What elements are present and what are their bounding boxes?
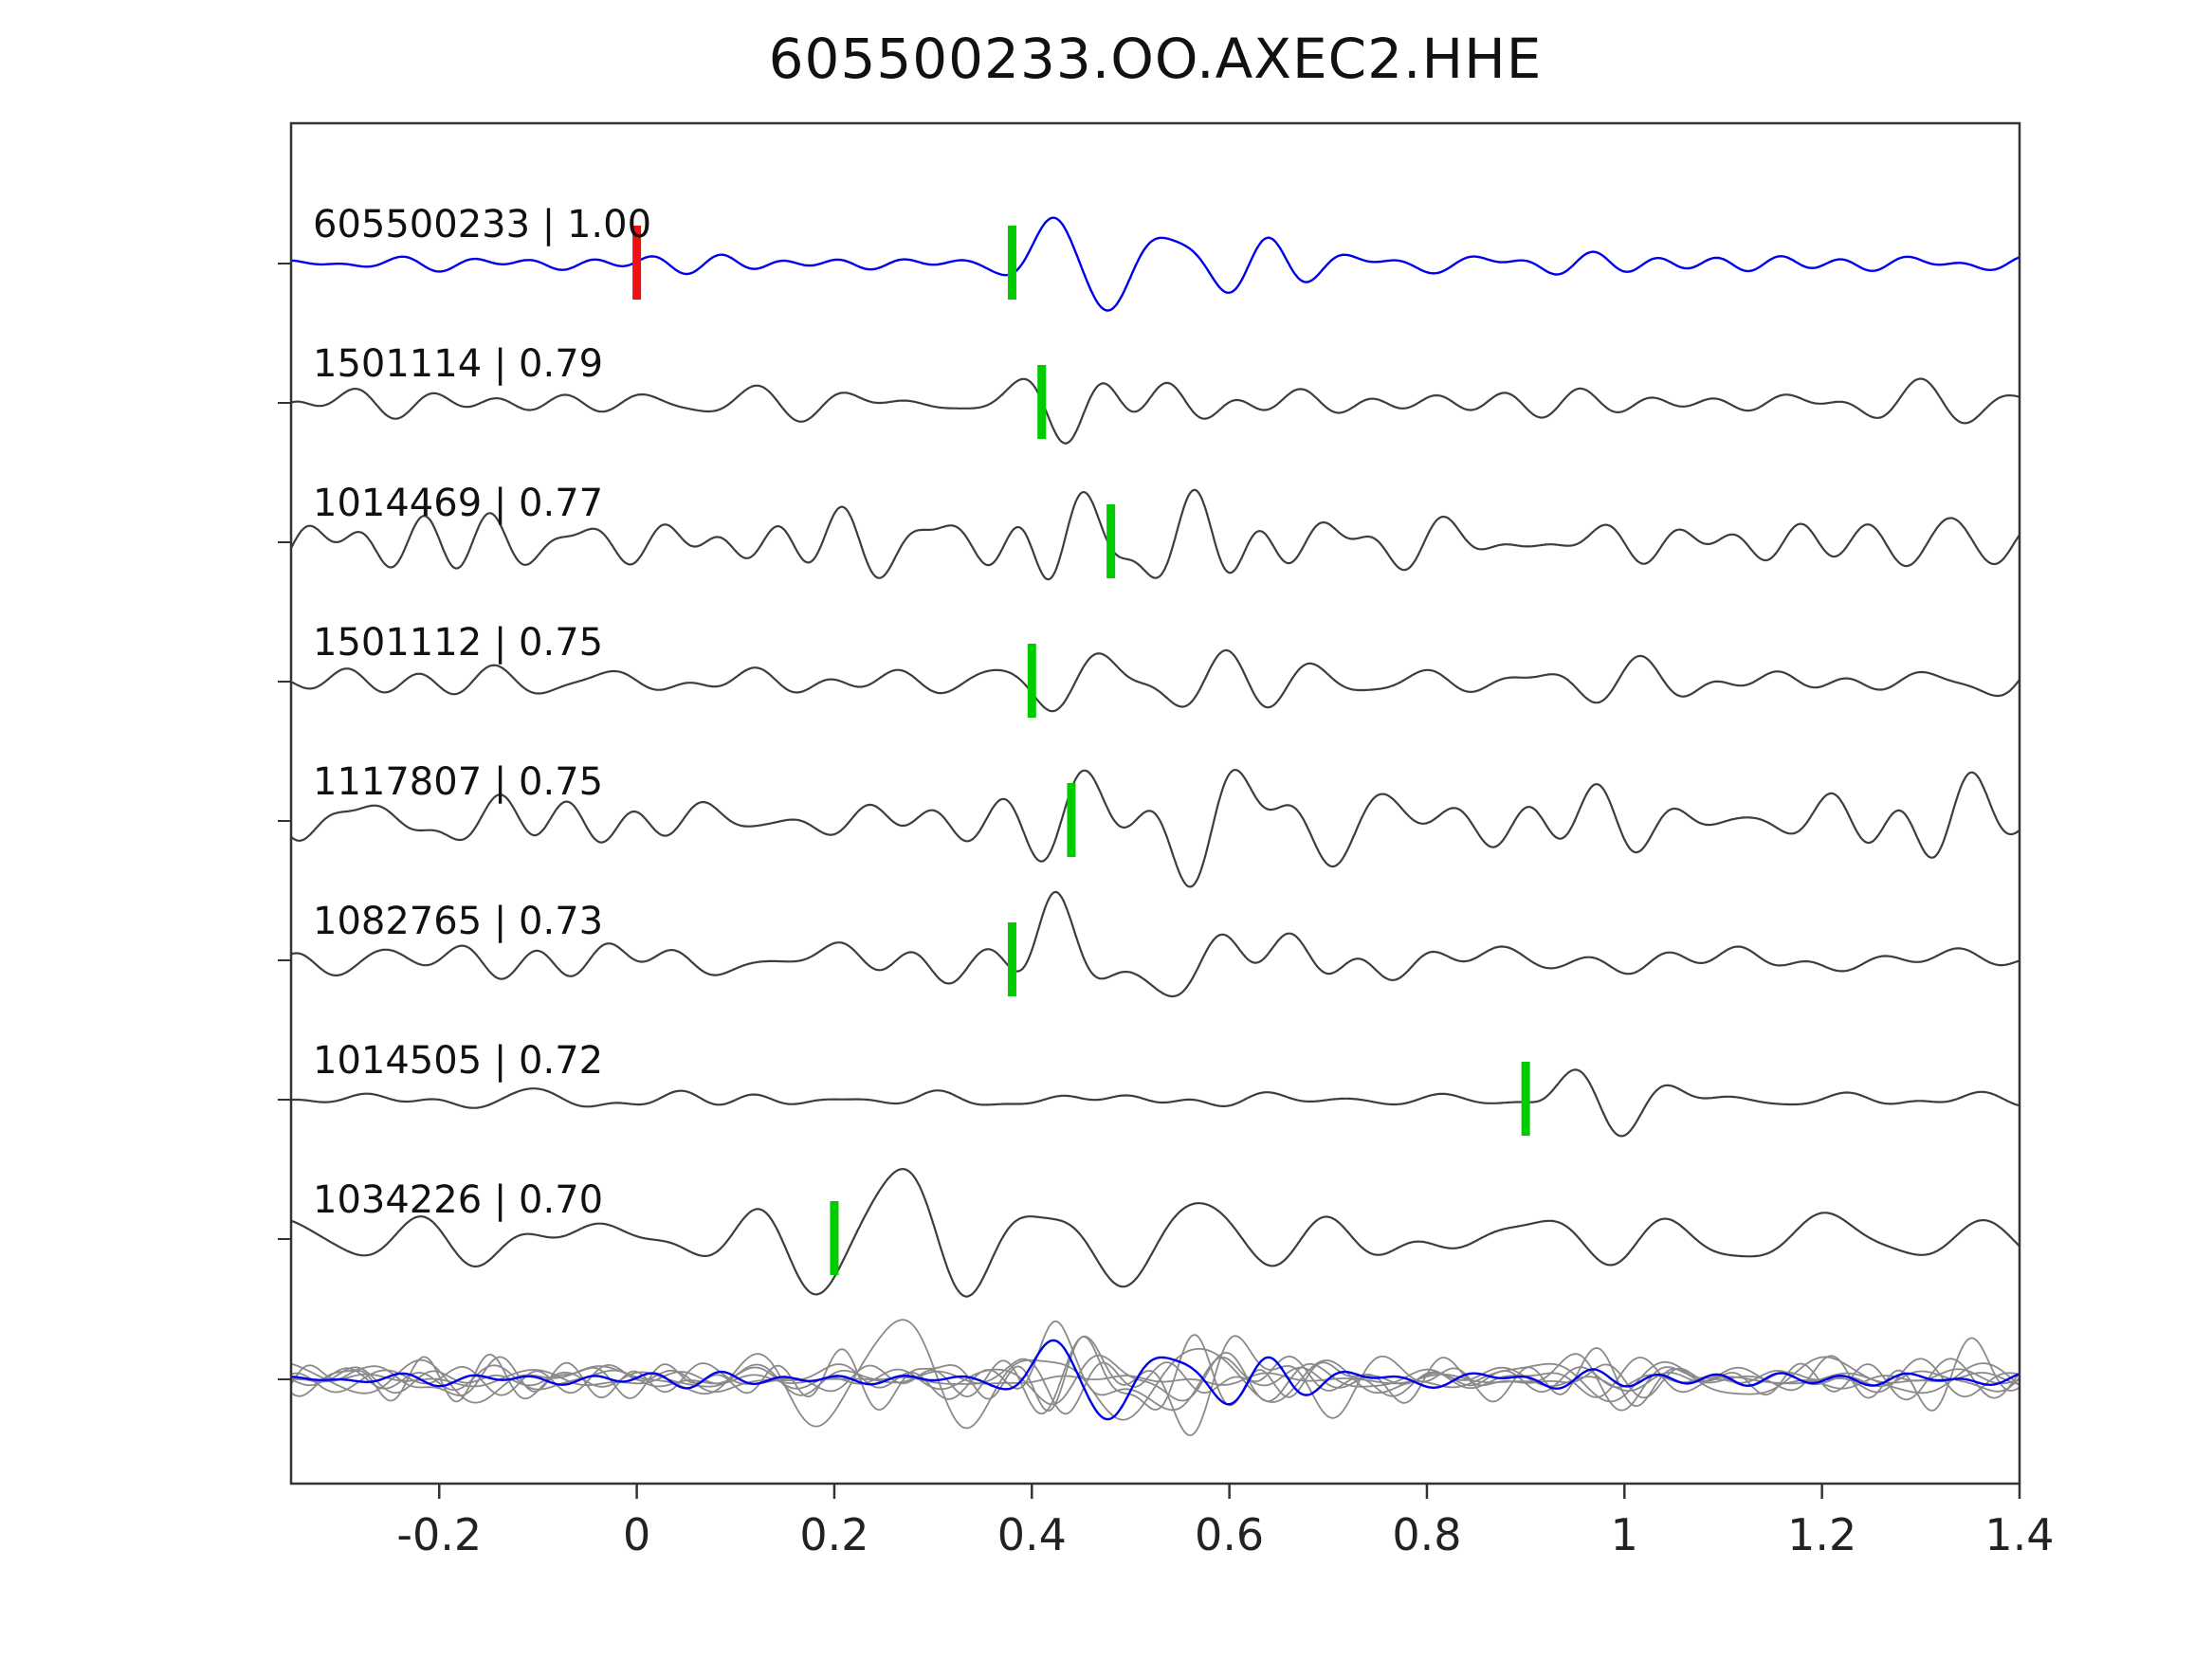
trace-label-1501112: 1501112 | 0.75 (313, 621, 603, 665)
origin-marker-605500233 (632, 226, 642, 300)
waveform-trace-1501112 (291, 648, 2020, 713)
waveform-trace-605500233 (291, 216, 2020, 312)
waveform-trace-1014469 (291, 488, 2020, 581)
x-tick-label: 0.4 (997, 1509, 1067, 1560)
pick-marker-1117807 (1067, 783, 1076, 857)
pick-marker-605500233 (1007, 226, 1016, 300)
waveform-trace-1117807 (291, 768, 2020, 888)
trace-label-1082765: 1082765 | 0.73 (313, 900, 603, 943)
pick-marker-1014469 (1106, 504, 1116, 578)
overlay-trace-reference (291, 1339, 2020, 1421)
x-tick-label: 1.2 (1787, 1509, 1856, 1560)
figure-title: 605500233.OO.AXEC2.HHE (768, 27, 1543, 91)
plot-border (289, 121, 2021, 1486)
trace-label-1034226: 1034226 | 0.70 (313, 1178, 603, 1222)
waveform-trace-1501114 (291, 377, 2020, 445)
trace-label-1014505: 1014505 | 0.72 (313, 1039, 603, 1083)
pick-marker-1501114 (1037, 365, 1047, 439)
x-tick-label: 0.6 (1195, 1509, 1264, 1560)
waveform-trace-1082765 (291, 890, 2020, 998)
overlay-trace-1082765 (291, 1320, 2020, 1412)
overlay-trace-1034226 (291, 1319, 2020, 1430)
x-tick-label: 1 (1611, 1509, 1638, 1560)
overlay-trace-1014505 (291, 1353, 2020, 1412)
x-tick-label: 0.2 (799, 1509, 868, 1560)
overlay-trace-1117807 (291, 1335, 2020, 1436)
pick-marker-1501112 (1027, 644, 1036, 718)
trace-label-1014469: 1014469 | 0.77 (313, 482, 603, 525)
pick-marker-1014505 (1521, 1062, 1530, 1136)
pick-marker-1082765 (1007, 922, 1016, 996)
trace-label-1501114: 1501114 | 0.79 (313, 342, 603, 386)
x-tick-label: 1.4 (1984, 1509, 2054, 1560)
x-tick-label: 0 (623, 1509, 650, 1560)
waveform-trace-1014505 (291, 1068, 2020, 1138)
waveform-trace-1034226 (291, 1167, 2020, 1298)
trace-label-1117807: 1117807 | 0.75 (313, 760, 603, 804)
x-tick-label: 0.8 (1392, 1509, 1461, 1560)
pick-marker-1034226 (830, 1201, 839, 1275)
x-tick-label: -0.2 (396, 1509, 482, 1560)
traces-group (291, 216, 2020, 1436)
trace-label-605500233: 605500233 | 1.00 (313, 203, 651, 246)
